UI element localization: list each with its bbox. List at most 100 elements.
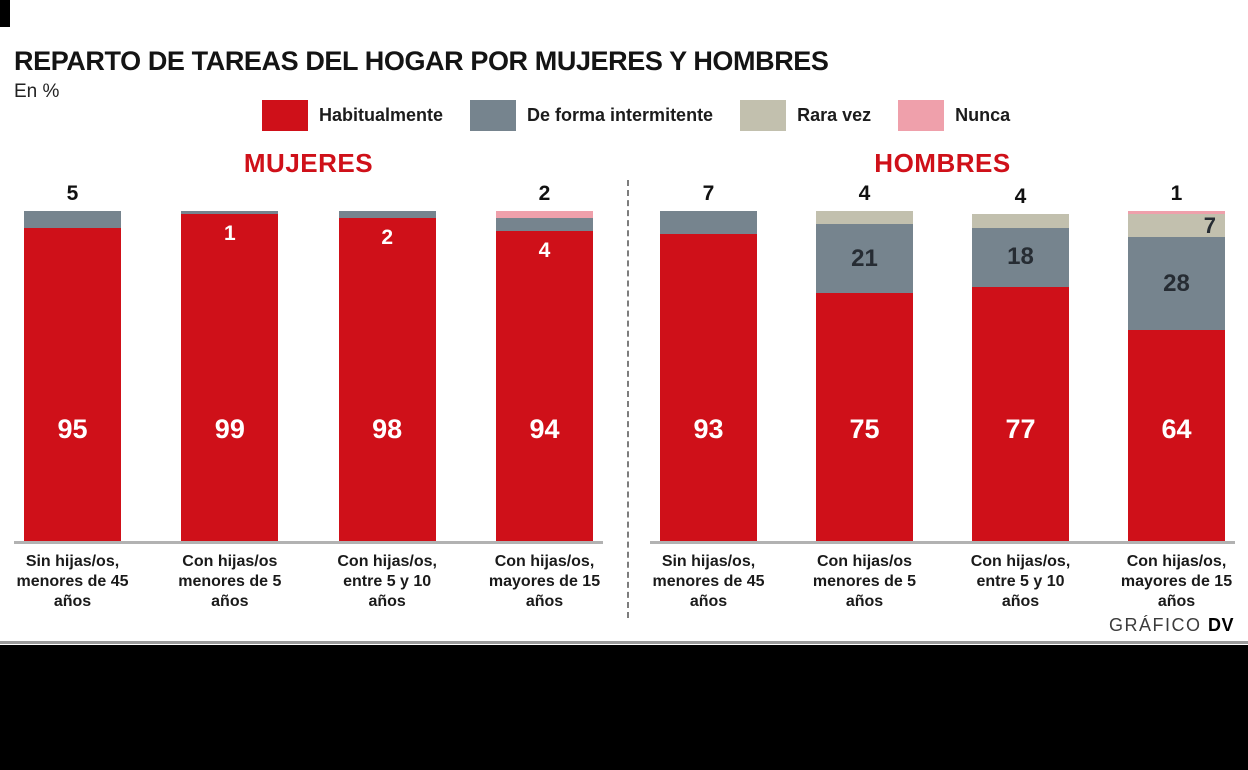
- segment-value-label: 94: [529, 414, 560, 444]
- category-label-line: Sin hijas/os,: [661, 553, 756, 570]
- category-label-line: años: [1157, 593, 1196, 610]
- category-label-line: menores de 5: [812, 573, 917, 590]
- credit-prefix: GRÁFICO: [1108, 615, 1208, 635]
- category-labels-hombres: Sin hijas/os, menores de 45 años Con hijas/…: [652, 552, 1232, 622]
- legend-item-nunca: Nunca: [898, 100, 1010, 131]
- segment-nunca: [1128, 211, 1225, 215]
- unit-label: En %: [14, 81, 60, 102]
- group-mujeres: MUJERES 5 95 1 99 2 98 2 4 94 Sin hijas/os, menor…: [14, 148, 603, 622]
- bars-row-mujeres: 5 95 1 99 2 98 2 4 94: [24, 182, 593, 541]
- category-label-line: Con hijas/os,: [337, 553, 437, 570]
- segment-intermitente: 18: [972, 227, 1069, 287]
- category-labels-mujeres: Sin hijas/os, menores de 45 años Con hijas/…: [16, 552, 600, 622]
- axis-baseline: [650, 541, 1235, 544]
- category-label-line: años: [689, 593, 728, 610]
- segment-value-label: 4: [1014, 185, 1027, 209]
- category-label: Con hijas/os, entre 5 y 10 años: [302, 552, 472, 612]
- segment-habitualmente: [660, 234, 757, 541]
- category-label-line: años: [211, 593, 249, 610]
- legend-swatch-rara_vez: [740, 100, 787, 131]
- corner-mark: [0, 0, 10, 27]
- source-credit: GRÁFICO DV: [1109, 615, 1234, 636]
- axis-baseline: [14, 541, 603, 544]
- segment-value-label: 2: [381, 225, 393, 249]
- segment-value-label: 4: [858, 182, 871, 205]
- category-label: Con hijas/os menores de 5 años: [145, 552, 315, 612]
- segment-intermitente: 2: [338, 211, 436, 248]
- segment-value-label: 98: [372, 414, 403, 444]
- segment-intermitente: 1: [181, 211, 279, 244]
- legend-label-nunca: Nunca: [955, 105, 1011, 125]
- segment-value-label: 93: [693, 414, 724, 444]
- segment-value-label: 64: [1161, 414, 1192, 444]
- category-label-line: Con hijas/os,: [494, 553, 595, 570]
- segment-habitualmente: [338, 217, 436, 541]
- segment-habitualmente: [972, 286, 1069, 541]
- category-label-line: años: [845, 593, 884, 610]
- segment-value-label: 7: [702, 182, 715, 205]
- category-label-line: Con hijas/os: [182, 553, 278, 570]
- bar: 7 93: [660, 182, 757, 541]
- category-label-line: Sin hijas/os,: [25, 553, 120, 570]
- segment-value-label: 75: [849, 414, 880, 444]
- legend-swatch-intermitente: [470, 100, 517, 131]
- segment-habitualmente: [496, 230, 593, 541]
- segment-nunca: [496, 211, 593, 218]
- category-label-line: años: [53, 593, 92, 610]
- segment-intermitente: 21: [816, 224, 913, 294]
- category-label: Con hijas/os menores de 5 años: [780, 552, 950, 612]
- legend-label-intermitente: De forma intermitente: [527, 105, 714, 125]
- segment-value-label: 1: [1170, 182, 1183, 205]
- category-label-line: mayores de 15: [1120, 573, 1233, 590]
- category-label-line: años: [1001, 593, 1040, 610]
- segment-value-label: 95: [57, 414, 88, 444]
- category-label: Con hijas/os, mayores de 15 años: [1092, 552, 1248, 612]
- segment-value-label: 7: [1203, 212, 1216, 238]
- segment-habitualmente: [24, 227, 121, 541]
- segment-habitualmente: [181, 214, 279, 541]
- category-label: Con hijas/os, mayores de 15 años: [460, 552, 630, 612]
- segment-value-label: 5: [66, 182, 79, 205]
- legend: Habitualmente De forma intermitente Rara v…: [262, 100, 1010, 131]
- category-label-line: años: [525, 593, 564, 610]
- segment-value-label: 4: [538, 238, 551, 262]
- bar: 4 21 75: [816, 182, 913, 541]
- legend-item-intermitente: De forma intermitente: [470, 100, 713, 131]
- category-label-line: entre 5 y 10: [976, 573, 1065, 590]
- category-label: Sin hijas/os, menores de 45 años: [624, 552, 794, 612]
- legend-swatch-habitualmente: [262, 100, 308, 131]
- legend-swatch-nunca: [898, 100, 945, 131]
- segment-rara_vez: 7: [1128, 212, 1225, 238]
- bar: 2 98: [338, 211, 436, 541]
- segment-value-label: 2: [538, 182, 551, 205]
- category-label: Sin hijas/os, menores de 45 años: [0, 552, 158, 612]
- credit-brand: DV: [1207, 615, 1234, 635]
- segment-value-label: 77: [1005, 414, 1036, 444]
- legend-item-habitualmente: Habitualmente: [262, 100, 443, 131]
- segment-value-label: 1: [223, 222, 236, 246]
- bars-row-hombres: 7 93 4 21 75 4 18 77 1 7 28 64: [660, 182, 1225, 541]
- category-label-line: años: [368, 593, 406, 610]
- category-label: Con hijas/os, entre 5 y 10 años: [936, 552, 1106, 612]
- segment-intermitente: 4: [496, 217, 593, 261]
- segment-intermitente: 28: [1128, 237, 1225, 330]
- group-hombres: HOMBRES 7 93 4 21 75 4 18 77 1 7 28 64 Sin hijas/os…: [650, 148, 1235, 622]
- group-title-hombres: HOMBRES: [874, 148, 1011, 178]
- category-label-line: menores de 45: [652, 573, 765, 590]
- category-label-line: Con hijas/os,: [1126, 553, 1227, 570]
- category-label-line: menores de 45: [16, 573, 129, 590]
- segment-habitualmente: [1128, 329, 1225, 541]
- bottom-black-band: [0, 645, 1248, 770]
- page-title: REPARTO DE TAREAS DEL HOGAR POR MUJERES …: [14, 46, 829, 76]
- category-label-line: mayores de 15: [488, 573, 601, 590]
- segment-habitualmente: [816, 293, 913, 541]
- bar: 5 95: [24, 182, 121, 541]
- group-divider-line: [627, 180, 629, 618]
- legend-label-habitualmente: Habitualmente: [319, 105, 444, 125]
- segment-intermitente: [660, 211, 757, 235]
- bar: 1 99: [181, 211, 279, 541]
- legend-label-rara_vez: Rara vez: [797, 105, 872, 125]
- segment-rara_vez: [816, 211, 913, 225]
- segment-rara_vez: [972, 214, 1069, 228]
